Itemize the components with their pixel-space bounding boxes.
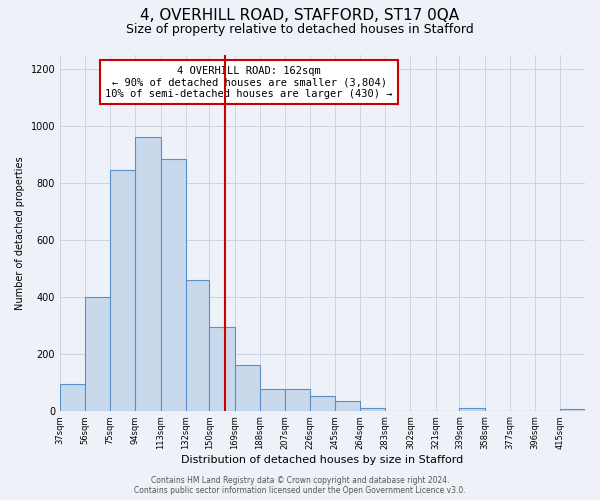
Bar (161, 159, 185, 410)
Bar (310, 396, 335, 410)
Bar (60, 384, 85, 410)
Bar (85, 297, 110, 410)
Bar (460, 408, 485, 410)
Bar (209, 326, 235, 410)
Bar (260, 389, 285, 410)
Bar (285, 389, 310, 410)
Bar (560, 409, 585, 410)
Bar (136, 138, 161, 410)
Bar (360, 408, 385, 410)
Text: Contains HM Land Registry data © Crown copyright and database right 2024.
Contai: Contains HM Land Registry data © Crown c… (134, 476, 466, 495)
Bar (185, 280, 209, 410)
Text: 4, OVERHILL ROAD, STAFFORD, ST17 0QA: 4, OVERHILL ROAD, STAFFORD, ST17 0QA (140, 8, 460, 22)
Bar (335, 400, 360, 410)
X-axis label: Distribution of detached houses by size in Stafford: Distribution of detached houses by size … (181, 455, 464, 465)
Text: Size of property relative to detached houses in Stafford: Size of property relative to detached ho… (126, 22, 474, 36)
Text: 4 OVERHILL ROAD: 162sqm
← 90% of detached houses are smaller (3,804)
10% of semi: 4 OVERHILL ROAD: 162sqm ← 90% of detache… (105, 66, 393, 99)
Y-axis label: Number of detached properties: Number of detached properties (15, 156, 25, 310)
Bar (110, 170, 136, 410)
Bar (235, 365, 260, 410)
